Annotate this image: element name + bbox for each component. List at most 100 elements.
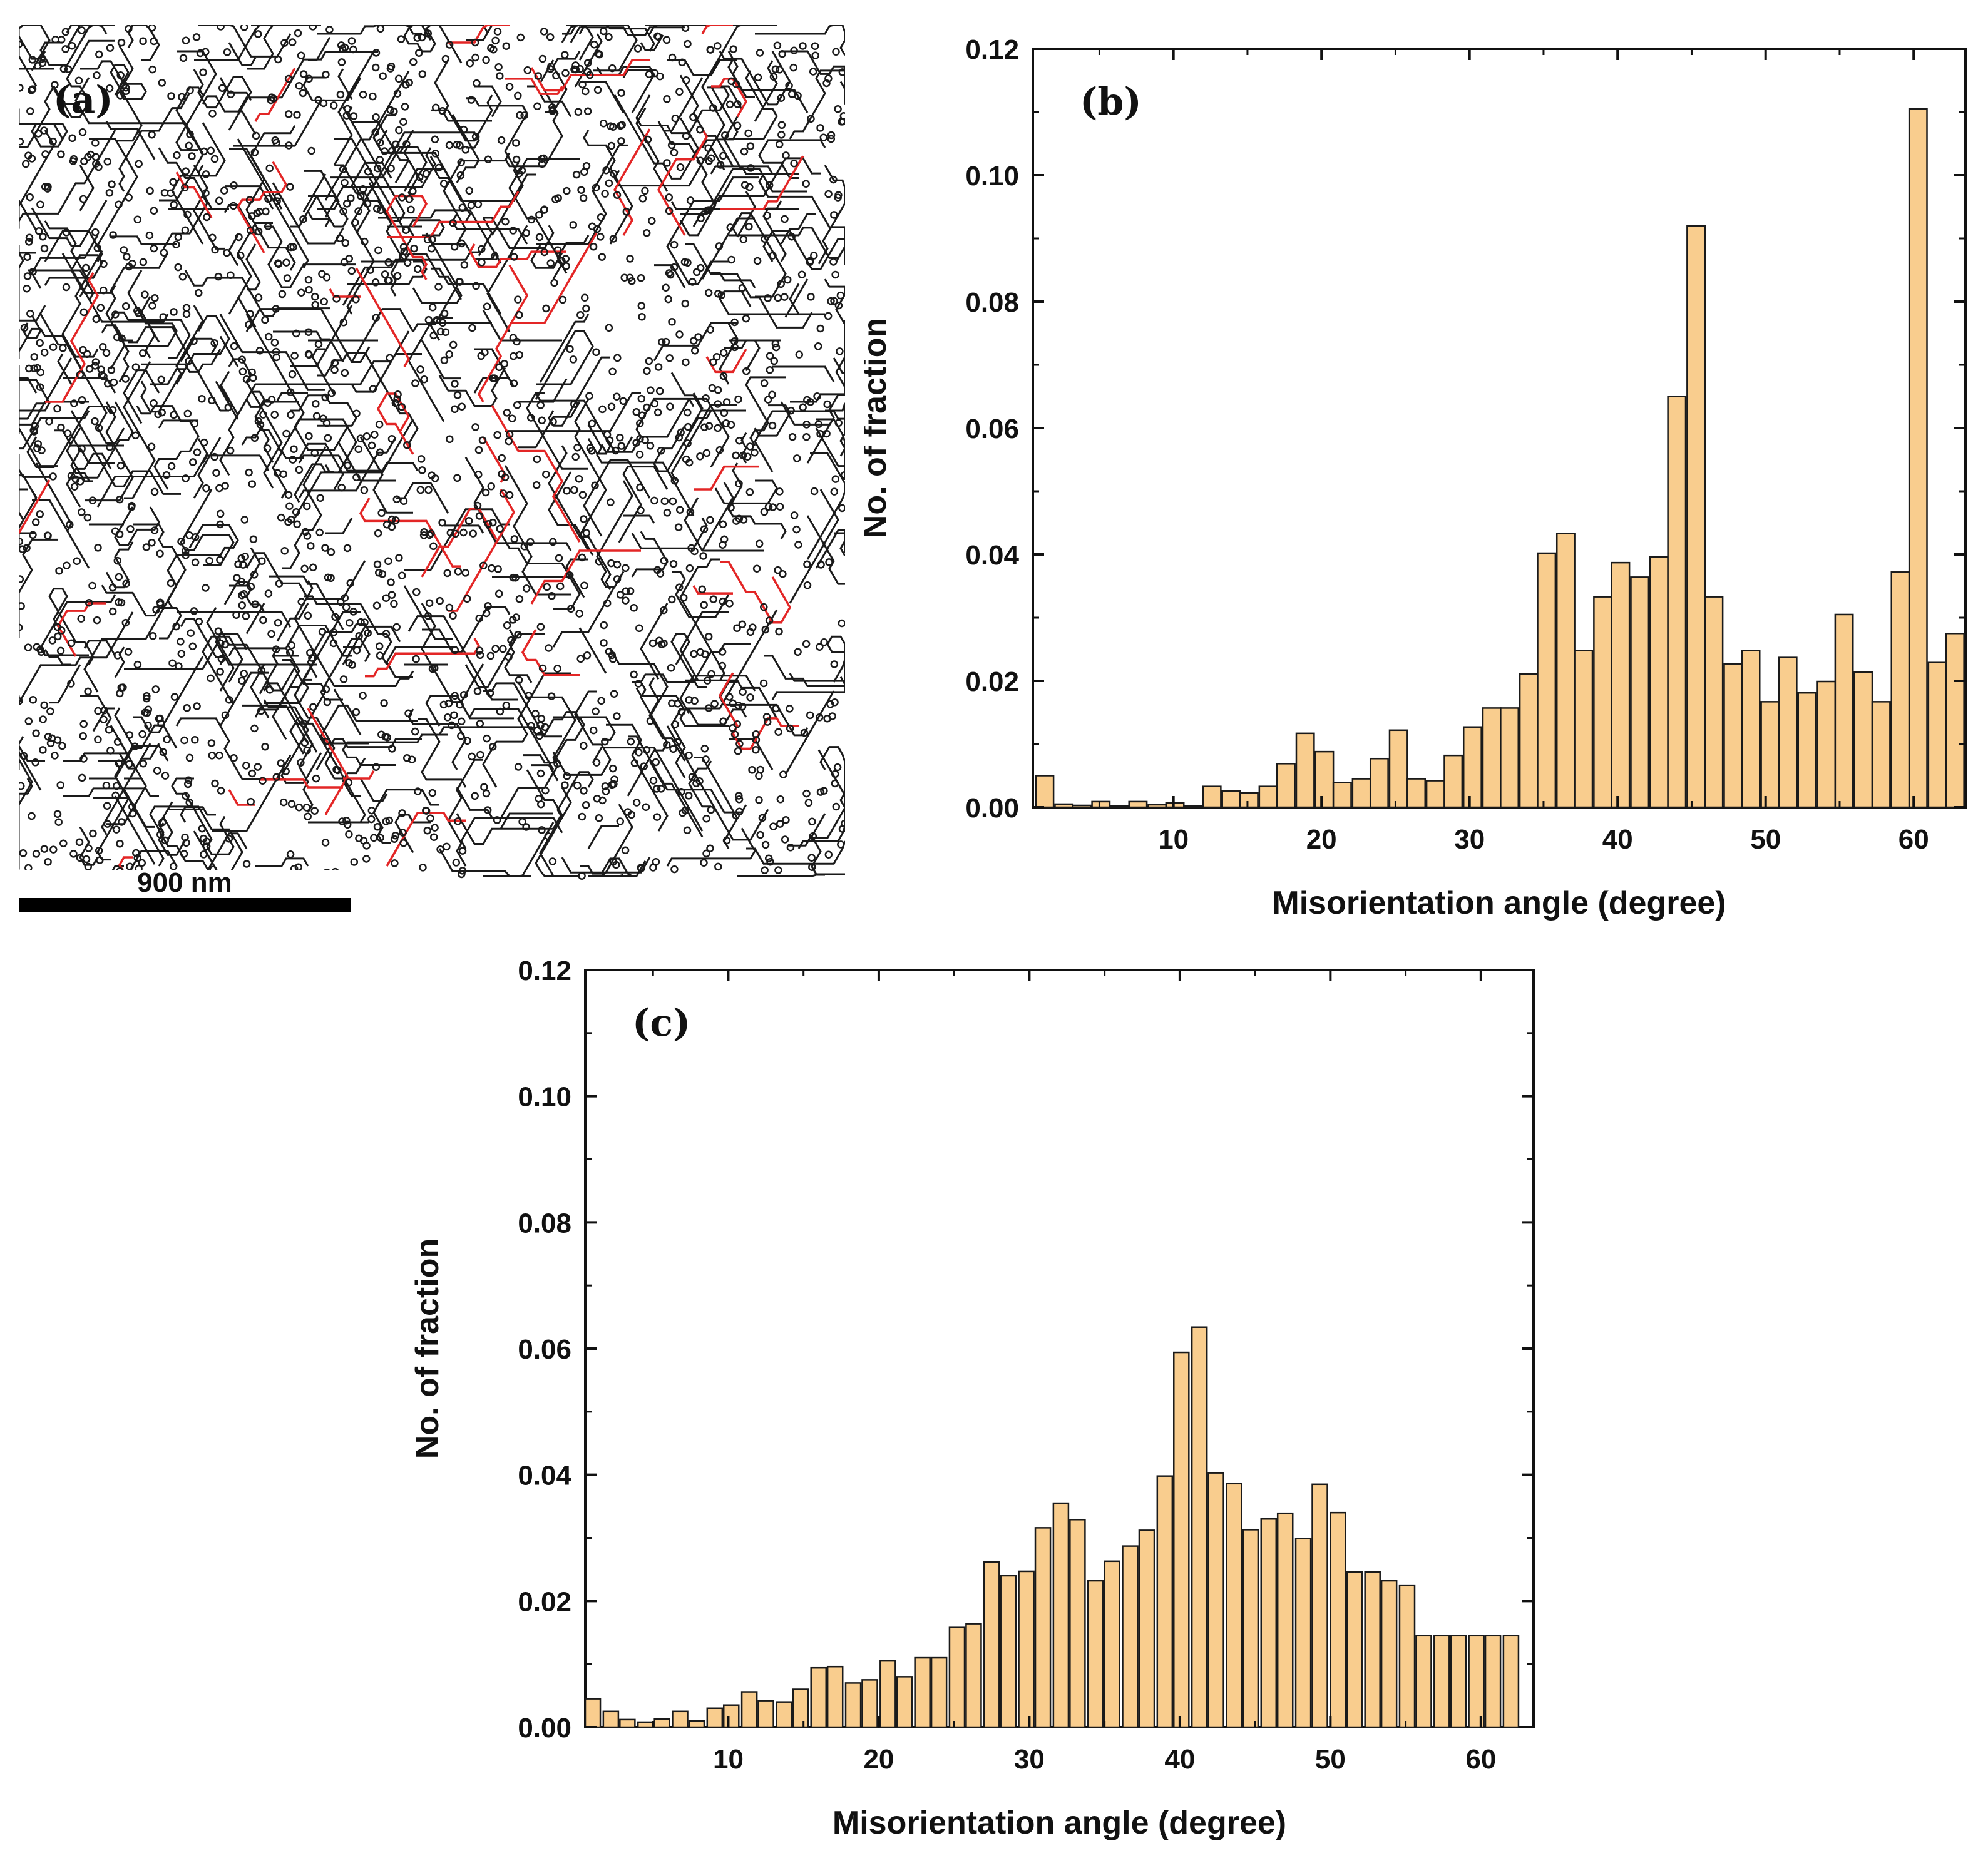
bar-c	[1502, 1635, 1520, 1728]
bars-b	[1035, 108, 1965, 809]
bar-c	[740, 1691, 758, 1728]
bar-c	[1226, 1483, 1242, 1728]
bar-c	[776, 1701, 792, 1728]
bar-c	[861, 1679, 878, 1728]
y-tick-label-b: 0.04	[965, 540, 1019, 571]
x-tick-label-c: 40	[1164, 1744, 1195, 1775]
bar-c	[1468, 1635, 1485, 1728]
x-tick-label-b: 50	[1750, 824, 1781, 855]
bar-b	[1630, 576, 1650, 809]
bar-c	[1311, 1483, 1328, 1728]
bar-b	[1202, 785, 1222, 809]
bar-b	[1388, 729, 1408, 809]
bar-b	[1704, 596, 1724, 809]
y-tick-label-b: 0.06	[965, 414, 1019, 444]
bar-b	[1332, 782, 1352, 809]
bar-c	[1398, 1584, 1416, 1728]
chart-panel-c: 0.00 0.02 0.04 0.06 0.08 0.10 0.12 10 20 30 40 50 60…	[407, 939, 1552, 1865]
bar-c	[688, 1720, 705, 1728]
y-tick-label-b: 0.00	[965, 793, 1019, 824]
bar-c	[1122, 1545, 1139, 1728]
bar-c	[879, 1660, 896, 1728]
ticks-b: 0.00 0.02 0.04 0.06 0.08 0.10 0.12 10 20 30 40 50 60	[965, 34, 1965, 855]
bar-c	[1052, 1502, 1070, 1728]
x-tick-label-b: 20	[1306, 824, 1337, 855]
bar-b	[1147, 804, 1167, 809]
x-tick-label-c: 20	[863, 1744, 894, 1775]
bar-c	[1069, 1519, 1086, 1728]
ticks-c: 0.00 0.02 0.04 0.06 0.08 0.10 0.12 10 20 30 40 50 60	[518, 956, 1534, 1775]
bar-c	[792, 1688, 809, 1728]
bar-b	[1686, 225, 1706, 809]
bar-b	[1295, 732, 1315, 809]
bar-b	[1555, 533, 1576, 809]
x-tick-label-b: 30	[1454, 824, 1485, 855]
bar-c	[584, 1698, 602, 1728]
bars-c	[584, 1326, 1520, 1728]
bar-c	[1433, 1635, 1450, 1728]
bar-b	[1945, 633, 1965, 809]
bar-c	[844, 1682, 862, 1728]
bar-b	[1816, 680, 1837, 809]
bar-b	[1667, 396, 1687, 809]
bar-b	[1834, 613, 1854, 809]
bar-b	[1425, 780, 1445, 809]
bar-b	[1890, 571, 1910, 809]
panel-label-b: (b)	[1080, 80, 1142, 124]
bar-c	[826, 1665, 844, 1728]
small-grains	[14, 23, 849, 880]
x-tick-label-b: 40	[1602, 824, 1633, 855]
bar-b	[1908, 108, 1928, 809]
bar-b	[1853, 671, 1873, 809]
bar-c	[722, 1704, 740, 1728]
bar-b	[1482, 707, 1502, 809]
scale-bar	[19, 898, 351, 912]
bar-b	[1723, 663, 1743, 809]
bar-c	[810, 1666, 827, 1728]
grain-boundary-map: (a) 900 nm	[14, 23, 849, 920]
bar-b	[1611, 561, 1631, 809]
y-tick-label-c: 0.08	[518, 1208, 571, 1238]
bar-c	[1484, 1635, 1502, 1728]
x-tick-label-c: 50	[1315, 1744, 1346, 1775]
bar-b	[1054, 803, 1074, 809]
bar-b	[1778, 656, 1798, 809]
bar-c	[1104, 1560, 1120, 1728]
bar-b	[1649, 556, 1669, 809]
bar-b	[1797, 692, 1817, 809]
bar-c	[1294, 1538, 1312, 1728]
x-tick-label-c: 10	[713, 1744, 744, 1775]
histogram-c: 0.00 0.02 0.04 0.06 0.08 0.10 0.12 10 20 30 40 50 60…	[409, 956, 1535, 1841]
bar-c	[672, 1710, 689, 1728]
bar-b	[1593, 596, 1612, 809]
bar-c	[1087, 1580, 1104, 1728]
bar-b	[1574, 650, 1594, 809]
bar-b	[1239, 792, 1259, 809]
bar-c	[1034, 1527, 1052, 1728]
x-axis-label-c: Misorientation angle (degree)	[833, 1805, 1286, 1841]
bar-b	[1351, 778, 1371, 809]
x-tick-label-c: 60	[1465, 1744, 1496, 1775]
bar-c	[983, 1561, 1000, 1728]
y-axis-label-b: No. of fraction	[864, 318, 893, 538]
bar-b	[1741, 650, 1761, 809]
bar-c	[965, 1623, 982, 1728]
histogram-b: 0.00 0.02 0.04 0.06 0.08 0.10 0.12 10 20 30 40 50 60…	[857, 34, 1967, 921]
scale-bar-label: 900 nm	[137, 867, 232, 898]
boundary-network	[14, 23, 849, 920]
y-tick-label-c: 0.12	[518, 956, 571, 986]
bar-b	[1537, 552, 1557, 809]
bar-c	[1415, 1635, 1432, 1728]
bar-b	[1462, 726, 1482, 809]
bar-b	[1165, 802, 1185, 809]
bar-b	[1760, 701, 1780, 809]
bar-c	[1000, 1575, 1017, 1728]
x-tick-label-b: 10	[1158, 824, 1189, 855]
bar-b	[1927, 661, 1947, 809]
bar-c	[930, 1656, 948, 1728]
bar-b	[1109, 805, 1129, 809]
bar-c	[602, 1710, 620, 1728]
bar-c	[1260, 1518, 1278, 1728]
grain-boundary-map-panel: (a) 900 nm	[14, 23, 849, 939]
twin-boundaries	[18, 24, 804, 877]
